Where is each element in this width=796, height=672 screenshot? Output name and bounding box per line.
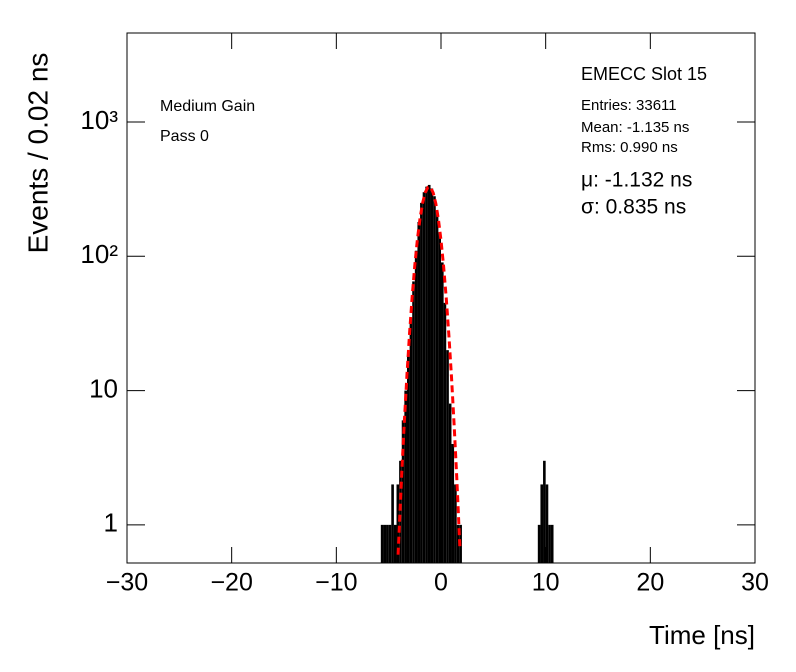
x-tick-label: −20 — [210, 569, 252, 597]
x-tick-label: 20 — [636, 569, 664, 597]
x-tick-label: 10 — [532, 569, 560, 597]
histogram-bar — [388, 524, 392, 563]
histogram-bar — [550, 524, 554, 563]
stat-mean: Mean: -1.135 ns — [581, 119, 689, 136]
fit-sigma: σ: 0.835 ns — [581, 196, 686, 219]
histogram-bar — [448, 403, 452, 563]
histogram-bar — [401, 420, 405, 563]
x-tick-label: −10 — [315, 569, 357, 597]
histogram-bar — [456, 524, 460, 563]
histogram-bar — [435, 210, 439, 563]
histogram-bar — [537, 524, 541, 563]
histogram-bar — [396, 484, 400, 563]
histogram-bar — [443, 302, 447, 563]
histogram-bar — [438, 232, 441, 563]
histogram-bar — [430, 188, 434, 563]
x-tick-label: 30 — [741, 569, 769, 597]
x-tick-label: 0 — [434, 569, 448, 597]
y-tick-label: 1 — [104, 508, 118, 538]
x-tick-label: −30 — [106, 569, 148, 597]
plot-area — [380, 184, 554, 563]
y-axis-label: Events / 0.02 ns — [22, 53, 53, 254]
stat-title: EMECC Slot 15 — [581, 64, 707, 84]
x-axis-label: Time [ns] — [649, 620, 755, 650]
histogram-bar — [380, 524, 384, 563]
y-tick-label: 10³ — [80, 105, 118, 135]
histogram-bar — [422, 192, 426, 563]
histogram-bar — [420, 202, 423, 563]
stat-entries: Entries: 33611 — [581, 97, 677, 114]
gain-label: Medium Gain — [160, 98, 255, 115]
histogram-bar — [417, 222, 421, 563]
histogram-bar — [425, 186, 428, 563]
pass-label: Pass 0 — [160, 128, 209, 145]
histogram-bar — [543, 460, 546, 563]
histogram-bar — [404, 390, 407, 563]
histogram-bar — [399, 460, 402, 563]
stat-rms: Rms: 0.990 ns — [581, 139, 678, 156]
fit-mu: μ: -1.132 ns — [581, 169, 692, 192]
y-tick-label: 10² — [80, 239, 118, 269]
histogram-bar — [383, 524, 387, 563]
histogram-bar — [540, 484, 544, 563]
histogram-bar — [446, 350, 449, 563]
histogram-bar — [391, 484, 394, 563]
histogram-bar — [393, 524, 397, 563]
y-tick-label: 10 — [89, 373, 118, 403]
histogram-bar — [454, 484, 457, 563]
histogram-bar — [433, 196, 436, 563]
histogram-bar — [406, 356, 410, 563]
fit-curve — [396, 184, 462, 555]
histogram-bar — [451, 444, 455, 563]
histogram-bar — [409, 317, 413, 563]
histogram-bar — [414, 250, 418, 563]
histogram-bar — [548, 524, 551, 563]
histogram-bar — [441, 262, 444, 563]
histogram-bar — [412, 281, 415, 563]
histogram-bar — [427, 184, 431, 563]
histogram-bar — [386, 524, 389, 563]
histogram-bar — [545, 484, 549, 563]
